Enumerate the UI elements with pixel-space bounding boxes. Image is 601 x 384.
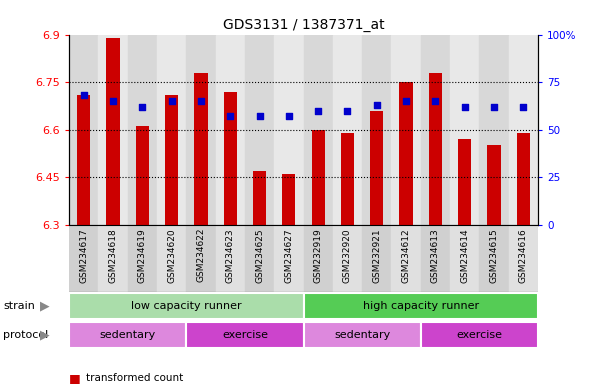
FancyBboxPatch shape <box>304 293 538 319</box>
Bar <box>165 95 178 225</box>
Bar <box>186 35 216 225</box>
Text: GSM234620: GSM234620 <box>167 228 176 283</box>
Bar <box>517 133 530 225</box>
Bar <box>480 35 508 225</box>
Text: GSM234612: GSM234612 <box>401 228 410 283</box>
Bar <box>304 35 333 225</box>
Point <box>138 104 147 110</box>
Bar <box>362 225 391 292</box>
Point <box>313 108 323 114</box>
Text: high capacity runner: high capacity runner <box>362 301 479 311</box>
Text: transformed count: transformed count <box>86 373 183 383</box>
Bar <box>458 139 471 225</box>
Bar <box>128 35 157 225</box>
Bar <box>69 35 99 225</box>
Point <box>225 113 235 119</box>
Text: GSM234616: GSM234616 <box>519 228 528 283</box>
Point <box>401 98 411 104</box>
Text: exercise: exercise <box>456 330 502 340</box>
Point <box>255 113 264 119</box>
FancyBboxPatch shape <box>421 322 538 348</box>
Bar <box>253 171 266 225</box>
Bar <box>274 35 304 225</box>
Bar <box>480 225 508 292</box>
Bar <box>224 92 237 225</box>
Text: exercise: exercise <box>222 330 268 340</box>
Point <box>460 104 469 110</box>
Text: GSM232919: GSM232919 <box>314 228 323 283</box>
Bar <box>128 225 157 292</box>
Bar <box>333 225 362 292</box>
Bar <box>216 35 245 225</box>
Bar <box>391 35 421 225</box>
Bar <box>106 38 120 225</box>
Bar <box>99 225 127 292</box>
Point <box>430 98 440 104</box>
Point <box>519 104 528 110</box>
Text: protocol: protocol <box>3 330 48 340</box>
Text: GSM234617: GSM234617 <box>79 228 88 283</box>
Bar <box>274 225 304 292</box>
Text: GSM234618: GSM234618 <box>109 228 118 283</box>
FancyBboxPatch shape <box>304 322 421 348</box>
Bar <box>400 82 413 225</box>
Text: GSM234615: GSM234615 <box>489 228 498 283</box>
Text: GSM234627: GSM234627 <box>284 228 293 283</box>
Bar <box>508 225 538 292</box>
Text: ■: ■ <box>69 372 81 384</box>
Text: GSM234613: GSM234613 <box>431 228 440 283</box>
Text: ▶: ▶ <box>40 329 50 341</box>
Text: GSM234625: GSM234625 <box>255 228 264 283</box>
Point <box>284 113 294 119</box>
Bar <box>245 35 274 225</box>
Point <box>108 98 118 104</box>
Point <box>489 104 499 110</box>
Bar <box>194 73 207 225</box>
Text: ▶: ▶ <box>40 300 50 313</box>
Bar <box>69 225 99 292</box>
Bar <box>450 35 480 225</box>
Bar <box>136 126 149 225</box>
Text: GSM232921: GSM232921 <box>372 228 381 283</box>
Bar <box>421 225 450 292</box>
FancyBboxPatch shape <box>69 322 186 348</box>
Bar <box>311 130 325 225</box>
Text: GSM234614: GSM234614 <box>460 228 469 283</box>
Text: sedentary: sedentary <box>334 330 390 340</box>
Text: low capacity runner: low capacity runner <box>131 301 242 311</box>
Point <box>167 98 177 104</box>
Bar <box>245 225 274 292</box>
Bar <box>333 35 362 225</box>
Bar <box>282 174 296 225</box>
Point <box>196 98 206 104</box>
FancyBboxPatch shape <box>186 322 304 348</box>
Bar <box>370 111 383 225</box>
Bar <box>508 35 538 225</box>
Bar <box>450 225 480 292</box>
Text: GSM234623: GSM234623 <box>226 228 235 283</box>
Bar <box>429 73 442 225</box>
Bar <box>77 95 90 225</box>
Bar <box>391 225 421 292</box>
Text: sedentary: sedentary <box>100 330 156 340</box>
Text: strain: strain <box>3 301 35 311</box>
Text: GSM232920: GSM232920 <box>343 228 352 283</box>
Bar <box>304 225 333 292</box>
Point <box>343 108 352 114</box>
FancyBboxPatch shape <box>69 293 304 319</box>
Text: GSM234619: GSM234619 <box>138 228 147 283</box>
Bar <box>421 35 450 225</box>
Text: GSM234622: GSM234622 <box>197 228 206 283</box>
Bar <box>487 146 501 225</box>
Bar <box>157 35 186 225</box>
Point <box>79 92 88 98</box>
Title: GDS3131 / 1387371_at: GDS3131 / 1387371_at <box>223 18 384 32</box>
Bar <box>341 133 354 225</box>
Point <box>372 102 382 108</box>
Bar <box>362 35 391 225</box>
Bar <box>99 35 127 225</box>
Bar <box>216 225 245 292</box>
Bar <box>157 225 186 292</box>
Bar <box>186 225 216 292</box>
